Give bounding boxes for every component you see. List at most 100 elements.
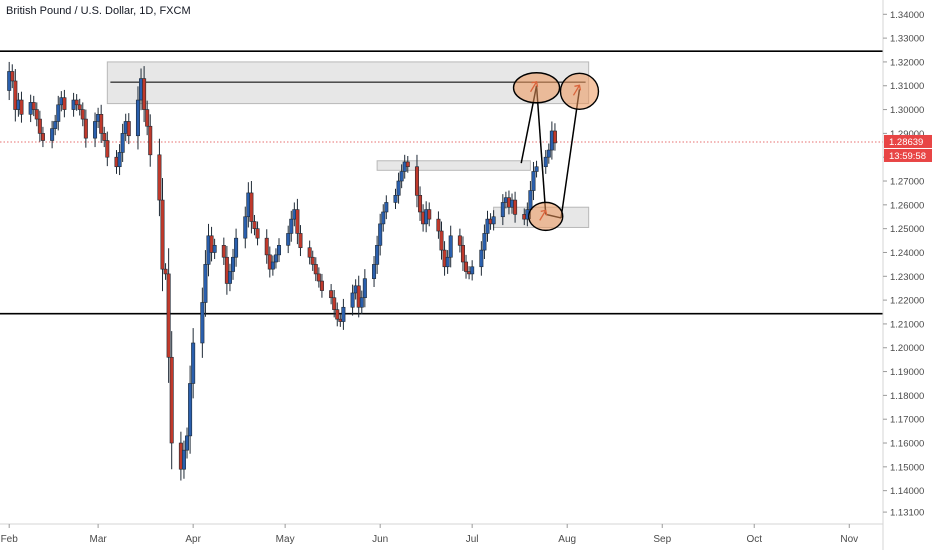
candle-body [359,297,364,308]
candle-body [500,202,505,218]
candle-body [513,199,518,215]
candle-body [332,297,337,310]
y-tick-label: 1.21000 [890,319,924,330]
candle-body [384,202,389,213]
y-tick-label: 1.31000 [890,81,924,92]
candle-body [255,228,260,239]
candle-body [117,152,122,168]
candle-body [393,195,398,203]
candle-body [399,171,404,182]
x-tick-label: Mar [89,534,107,545]
y-tick-label: 1.27000 [890,177,924,188]
candle-body [531,171,536,191]
candle-body [13,80,18,110]
countdown-badge [884,148,932,162]
candle-body [457,235,462,246]
candle-body [157,154,162,201]
arrow-icon [529,80,539,93]
y-tick-label: 1.26000 [890,200,924,211]
candle-body [135,99,140,137]
candle-body [372,264,377,279]
projection-line [560,89,581,219]
candle-body [191,342,196,384]
projection-line [535,85,547,215]
candle-body [77,104,82,110]
candle-body [470,266,475,275]
candle-body [534,166,539,172]
candle-body [188,383,193,437]
candle-body [62,97,67,110]
candle-body [10,71,15,82]
candle-body [405,161,410,168]
candle-body [264,237,269,256]
y-tick-label: 1.24000 [890,248,924,259]
current-price-badge [884,134,932,148]
candle-body [224,256,229,284]
candle-body [145,109,150,127]
candle-body [243,216,248,239]
y-tick-label: 1.17000 [890,415,924,426]
y-tick-label: 1.15000 [890,462,924,473]
x-tick-label: Jul [466,534,479,545]
x-tick-label: Nov [840,534,858,545]
y-tick-label: 1.34000 [890,10,924,21]
candle-body [445,256,450,268]
candle-body [350,292,355,308]
candle-body [163,268,168,275]
price-zone [106,61,590,105]
x-tick-label: May [276,534,295,545]
candle-body [378,223,383,246]
arrow-icon [539,209,548,221]
candle-body [200,302,205,344]
candle-body [185,435,190,451]
candle-body [543,156,548,168]
candle-body [181,449,186,470]
candle-body [295,209,300,234]
current-price-label: 1.28639 [889,137,923,148]
candle-body [396,180,401,196]
y-tick-label: 1.25000 [890,224,924,235]
candle-body [93,121,98,139]
candle-body [491,216,496,225]
candle-body [485,218,490,234]
candle-body [356,285,361,308]
candle-body [316,273,321,282]
candle-body [341,306,346,322]
candle-body [482,233,487,251]
candle-body [203,264,208,303]
y-tick-label: 1.16000 [890,439,924,450]
candle-body [19,99,24,115]
candle-body [273,254,278,263]
x-tick-label: Sep [653,534,671,545]
candle-body [277,245,282,256]
candle-body [231,256,236,272]
y-tick-label: 1.19000 [890,367,924,378]
y-tick-label: 1.13100 [890,508,924,519]
candle-body [310,256,315,265]
candle-body [298,233,303,249]
candle-body [56,104,61,122]
candle-body [552,130,557,144]
candles [7,61,557,481]
candle-body [313,264,318,275]
x-tick-label: Apr [185,534,201,545]
target-circle [559,72,600,111]
countdown-label: 13:59:58 [889,151,926,162]
candle-body [362,278,367,299]
candle-body [307,247,312,258]
candle-body [105,140,110,158]
y-tick-label: 1.20000 [890,343,924,354]
candle-body [31,102,36,110]
candle-body [50,128,55,141]
x-tick-label: Jun [372,534,388,545]
y-tick-label: 1.33000 [890,34,924,45]
candle-body [464,261,469,272]
candle-body [546,149,551,158]
candle-body [34,109,39,120]
annotations [512,72,600,232]
candle-body [448,235,453,258]
candle-body [102,133,107,141]
y-tick-label: 1.29000 [890,129,924,140]
